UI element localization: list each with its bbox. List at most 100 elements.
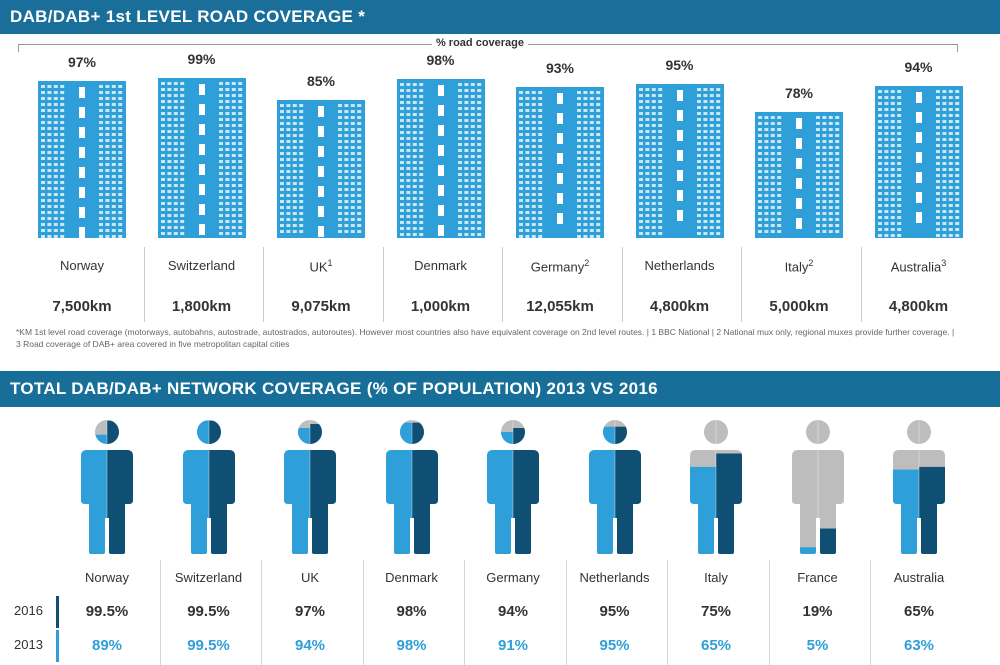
person-icon-italy xyxy=(690,420,742,554)
pop-column-divider xyxy=(362,560,364,665)
road-column-divider xyxy=(382,247,384,322)
pop-country-name: Netherlands xyxy=(579,570,650,585)
road-pct-label-denmark: 98% xyxy=(426,52,455,68)
coverage-2016-norway xyxy=(107,420,133,554)
footnote-marker: 2 xyxy=(808,258,814,268)
road-km-value: 1,800km xyxy=(171,298,232,315)
coverage-2016-denmark xyxy=(411,422,438,554)
coverage-2016-netherlands xyxy=(614,426,641,554)
coverage-2013-netherlands xyxy=(588,426,615,554)
road-pct-label-uk: 85% xyxy=(306,73,336,89)
pop-2013-value: 99.5% xyxy=(187,637,230,654)
coverage-2016-france xyxy=(817,528,844,554)
person-icon-germany xyxy=(487,420,539,554)
road-country-cell: Switzerland 1,800km xyxy=(143,243,261,323)
pop-2016-value: 65% xyxy=(903,603,935,620)
road-column-divider xyxy=(263,247,264,322)
person-icon-netherlands xyxy=(588,420,641,554)
person-icon-uk xyxy=(284,420,336,554)
year-bar-2016 xyxy=(56,596,59,628)
coverage-2013-denmark xyxy=(385,422,412,554)
road-pct-label-germany: 93% xyxy=(545,60,575,76)
road-km-value: 4,800km xyxy=(649,298,710,315)
pop-2016-value: 19% xyxy=(802,603,833,620)
road-km-value: 7,500km xyxy=(52,298,112,315)
road-column-divider xyxy=(621,247,623,322)
road-pct-label-norway: 97% xyxy=(67,54,97,70)
road-country-cell: Italy2 5,000km xyxy=(740,243,858,323)
road-country-cell: Norway 7,500km xyxy=(23,243,141,323)
coverage-2013-italy xyxy=(690,466,716,554)
road-country-name: Switzerland xyxy=(167,258,236,273)
road-column-divider xyxy=(860,247,862,322)
road-column-divider xyxy=(741,247,742,322)
coverage-2013-switzerland xyxy=(182,420,209,554)
pop-2016-value: 75% xyxy=(700,603,732,620)
footnote-marker: 2 xyxy=(584,258,590,268)
road-country-cell: Netherlands 4,800km xyxy=(621,243,739,323)
coverage-2013-norway xyxy=(81,434,107,554)
pop-2016-value: 98% xyxy=(396,603,427,620)
road-bar-italy xyxy=(755,112,843,238)
person-icon-switzerland xyxy=(182,420,235,554)
road-bar-netherlands xyxy=(635,84,724,238)
person-icon-france xyxy=(791,420,844,554)
road-km-value: 12,055km xyxy=(526,298,594,315)
road-pct-label-netherlands: 95% xyxy=(665,57,694,73)
pop-column-divider xyxy=(261,560,262,665)
road-column-divider xyxy=(502,247,503,322)
road-country-cell: Australia3 4,800km xyxy=(860,243,978,323)
road-country-cell: Germany2 12,055km xyxy=(501,243,619,323)
road-country-name: Denmark xyxy=(414,258,467,273)
road-country-name: Norway xyxy=(59,258,105,273)
person-icon-denmark xyxy=(385,420,438,554)
pop-column-divider xyxy=(565,560,567,665)
road-km-value: 5,000km xyxy=(769,298,829,315)
pop-country-name: France xyxy=(797,570,838,585)
road-pct-label-australia: 94% xyxy=(904,59,933,75)
road-country-cell: UK1 9,075km xyxy=(262,243,380,323)
population-coverage-header: TOTAL DAB/DAB+ NETWORK COVERAGE (% OF PO… xyxy=(0,371,1000,407)
pop-country-name: Germany xyxy=(486,570,540,585)
pop-country-name: Switzerland xyxy=(174,570,243,585)
year-bar-2013 xyxy=(56,630,59,662)
coverage-2016-germany xyxy=(513,428,539,554)
pop-2013-value: 5% xyxy=(806,637,829,654)
road-footnote: *KM 1st level road coverage (motorways, … xyxy=(16,327,955,350)
pop-2013-value: 95% xyxy=(599,637,630,654)
road-coverage-header: DAB/DAB+ 1st LEVEL ROAD COVERAGE * xyxy=(0,0,1000,34)
year-label-2016: 2016 xyxy=(14,603,43,618)
road-pct-label-italy: 78% xyxy=(784,85,814,101)
road-country-name: Italy2 xyxy=(784,258,814,275)
road-coverage-subtitle: % road coverage xyxy=(0,37,960,49)
pop-2013-value: 91% xyxy=(497,637,529,654)
pop-2016-value: 95% xyxy=(599,603,630,620)
pop-2013-value: 94% xyxy=(294,637,326,654)
road-bar-germany xyxy=(516,87,604,238)
coverage-2013-uk xyxy=(284,428,310,554)
road-coverage-title: DAB/DAB+ 1st LEVEL ROAD COVERAGE * xyxy=(10,7,366,26)
pop-2013-value: 98% xyxy=(396,637,427,654)
year-label-2013: 2013 xyxy=(14,637,43,652)
subtitle-tick-right xyxy=(957,44,958,52)
road-country-name: Netherlands xyxy=(644,258,715,273)
person-icon-australia xyxy=(893,420,945,554)
road-country-cell: Denmark 1,000km xyxy=(382,243,500,323)
pop-2016-value: 99.5% xyxy=(85,603,129,620)
coverage-2016-italy xyxy=(716,453,742,554)
population-coverage-title: TOTAL DAB/DAB+ NETWORK COVERAGE (% OF PO… xyxy=(10,379,658,398)
road-bar-norway xyxy=(38,81,126,238)
pop-2016-value: 99.5% xyxy=(187,603,230,620)
pop-column-divider xyxy=(667,560,668,665)
coverage-2016-uk xyxy=(310,424,336,554)
road-country-name: Germany2 xyxy=(530,258,590,275)
road-km-value: 1,000km xyxy=(410,298,471,315)
road-column-divider xyxy=(143,247,145,322)
pop-2013-value: 63% xyxy=(903,637,935,654)
person-icon-norway xyxy=(81,420,133,554)
coverage-2013-australia xyxy=(893,469,919,554)
footnote-marker: 1 xyxy=(327,258,333,268)
pop-2013-value: 65% xyxy=(700,637,732,654)
pop-column-divider xyxy=(159,560,161,665)
pop-country-name: Norway xyxy=(84,570,130,585)
